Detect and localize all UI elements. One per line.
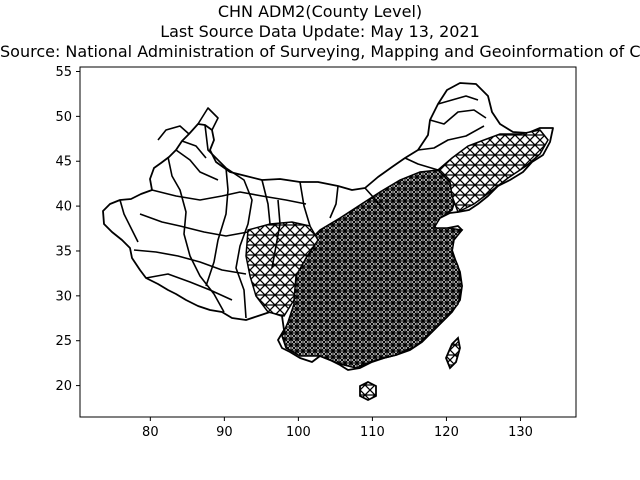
x-tick-label: 130 xyxy=(508,425,533,440)
map-subtitle: Last Source Data Update: May 13, 2021 xyxy=(160,22,480,41)
map-title: CHN ADM2(County Level) xyxy=(217,2,423,21)
y-tick-label: 20 xyxy=(55,379,72,394)
hainan xyxy=(359,380,377,402)
x-tick-label: 120 xyxy=(434,425,459,440)
y-tick-label: 45 xyxy=(55,155,72,170)
map-area xyxy=(102,82,554,402)
x-axis: 80 90 100 110 120 130 xyxy=(142,417,533,440)
y-tick-label: 55 xyxy=(55,65,72,80)
y-tick-label: 35 xyxy=(55,244,72,259)
western-county-boundaries xyxy=(119,95,487,319)
y-tick-label: 40 xyxy=(55,200,72,215)
y-tick-label: 25 xyxy=(55,334,72,349)
dense-county-mesh xyxy=(245,129,549,369)
y-axis: 20 25 30 35 40 45 50 55 xyxy=(55,65,80,394)
map-source: Source: National Administration of Surve… xyxy=(0,42,640,61)
x-tick-label: 110 xyxy=(360,425,385,440)
x-tick-label: 90 xyxy=(216,425,233,440)
x-tick-label: 100 xyxy=(286,425,311,440)
taiwan xyxy=(445,336,461,370)
y-tick-label: 30 xyxy=(55,289,72,304)
x-tick-label: 80 xyxy=(142,425,159,440)
figure-titles: CHN ADM2(County Level) Last Source Data … xyxy=(0,0,640,66)
y-tick-label: 50 xyxy=(55,110,72,125)
axes-frame xyxy=(79,66,577,418)
